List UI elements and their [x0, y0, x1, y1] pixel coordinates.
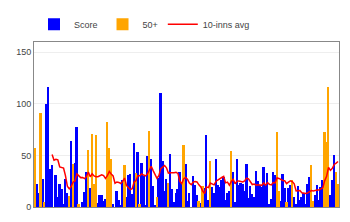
svg-text:50+: 50+ [143, 20, 158, 30]
svg-text:Score: Score [74, 20, 98, 30]
svg-text:50: 50 [21, 151, 31, 161]
svg-text:150: 150 [16, 47, 31, 57]
svg-text:100: 100 [16, 99, 31, 109]
svg-text:10-inns avg: 10-inns avg [203, 20, 250, 30]
svg-text:0: 0 [26, 202, 31, 212]
